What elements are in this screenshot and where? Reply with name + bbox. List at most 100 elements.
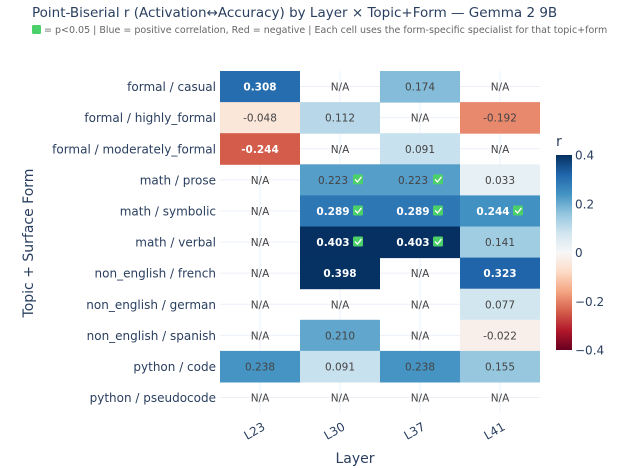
cell-value-label: 0.223 [398, 175, 428, 187]
y-axis-title: Topic + Surface Form [21, 169, 37, 319]
check-mark-icon [354, 176, 363, 183]
cell-fill [380, 195, 460, 227]
heatmap-cell: N/A [411, 268, 430, 280]
heatmap-cell: 0.077 [460, 288, 540, 321]
check-icon [353, 236, 363, 247]
heatmap-cell: N/A [251, 393, 270, 405]
heatmap-cell: N/A [491, 144, 510, 156]
check-icon [513, 205, 523, 216]
cell-value-label: 0.141 [485, 237, 515, 249]
cell-fill [460, 102, 540, 134]
cell-value-label: -0.022 [483, 330, 517, 342]
cell-fill [220, 133, 300, 165]
heatmap-cell: N/A [251, 299, 270, 311]
colorbar-tick-label: 0.4 [575, 149, 594, 163]
heatmap-cell: N/A [411, 299, 430, 311]
cell-fill [300, 350, 380, 383]
heatmap-cell: N/A [331, 393, 350, 405]
cell-fill [460, 257, 540, 290]
cell-fill [460, 164, 540, 196]
cell-fill [300, 195, 380, 227]
cell-value-label: N/A [411, 299, 430, 311]
cell-value-label: N/A [331, 82, 350, 94]
heatmap-cell: 0.244 [460, 195, 540, 227]
heatmap-cell: N/A [411, 330, 430, 342]
cell-value-label: 0.403 [316, 237, 349, 249]
cell-fill [460, 195, 540, 227]
cell-value-label: 0.323 [483, 268, 516, 280]
cell-value-label: 0.174 [405, 82, 435, 94]
cell-fill [300, 164, 380, 196]
heatmap-cell: 0.210 [300, 319, 380, 352]
heatmap-cell: 0.141 [460, 226, 540, 259]
y-tick-label: python / code [133, 360, 216, 374]
cell-value-label: 0.033 [485, 175, 515, 187]
cell-fill [380, 226, 460, 259]
y-tick-label: non_english / german [86, 298, 216, 312]
check-icon [433, 236, 443, 247]
colorbar-tick-label: −0.4 [575, 344, 604, 358]
cell-value-label: -0.048 [243, 113, 277, 125]
cell-value-label: -0.244 [241, 144, 279, 156]
heatmap-cell: 0.238 [380, 350, 460, 383]
cell-value-label: 0.077 [485, 299, 515, 311]
x-tick-label: L23 [241, 420, 267, 443]
cell-value-label: N/A [491, 393, 510, 405]
check-mark-icon [434, 207, 443, 214]
cell-value-label: N/A [251, 393, 270, 405]
cell-value-label: N/A [251, 299, 270, 311]
heatmap-cell: 0.308 [220, 71, 300, 103]
heatmap-cell: 0.223 [300, 164, 380, 196]
heatmap-cell: N/A [331, 144, 350, 156]
cell-fill [220, 102, 300, 134]
cell-fill [380, 350, 460, 383]
cell-fill [460, 288, 540, 321]
cell-value-label: N/A [411, 268, 430, 280]
heatmap-cell: 0.091 [300, 350, 380, 383]
check-icon [32, 25, 41, 34]
x-axis-title: Layer [335, 451, 374, 467]
heatmap-cell: 0.174 [380, 71, 460, 103]
heatmap-cell: N/A [251, 237, 270, 249]
cell-value-label: N/A [251, 175, 270, 187]
heatmap-cell: 0.289 [380, 195, 460, 227]
cell-value-label: 0.238 [245, 361, 275, 373]
cell-value-label: N/A [411, 113, 430, 125]
check-mark-icon [514, 207, 523, 214]
heatmap-cell: N/A [251, 175, 270, 187]
cell-value-label: 0.223 [318, 175, 348, 187]
y-tick-label: math / symbolic [120, 204, 216, 218]
cell-value-label: N/A [491, 82, 510, 94]
cell-value-label: 0.308 [243, 82, 276, 94]
colorbar-title: r [556, 134, 562, 150]
heatmap-cell: N/A [331, 299, 350, 311]
cell-value-label: N/A [251, 206, 270, 218]
heatmap-cell: -0.022 [460, 319, 540, 352]
y-tick-label: python / pseudocode [90, 391, 216, 405]
cell-value-label: N/A [491, 144, 510, 156]
cell-fill [460, 226, 540, 259]
cell-fill [460, 319, 540, 352]
check-mark-icon [434, 176, 443, 183]
cell-value-label: 0.091 [405, 144, 435, 156]
heatmap-cell: N/A [251, 206, 270, 218]
cell-fill [380, 71, 460, 103]
heatmap-cell: -0.192 [460, 102, 540, 134]
cell-fill [300, 102, 380, 134]
colorbar [556, 155, 572, 350]
colorbar-tick-label: 0.2 [575, 197, 594, 211]
colorbar-tick-label: −0.2 [575, 295, 604, 309]
chart-title: Point-Biserial r (Activation↔Accuracy) b… [32, 5, 557, 21]
heatmap-cell: -0.048 [220, 102, 300, 134]
cell-fill [220, 71, 300, 103]
x-tick-label: L37 [401, 420, 427, 443]
colorbar-tick-label: 0 [575, 246, 583, 260]
cell-fill [460, 350, 540, 383]
heatmap-cell: N/A [251, 330, 270, 342]
cell-value-label: N/A [251, 330, 270, 342]
heatmap-cell: 0.091 [380, 133, 460, 165]
cell-value-label: N/A [331, 299, 350, 311]
x-tick-label: L41 [481, 420, 507, 443]
y-tick-label: formal / casual [127, 80, 216, 94]
